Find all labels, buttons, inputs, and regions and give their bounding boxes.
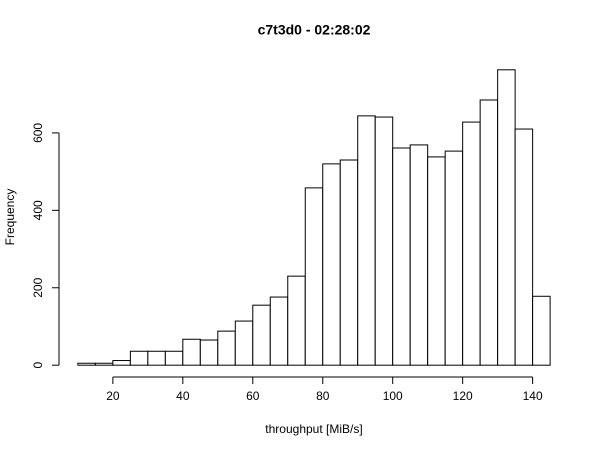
chart-title: c7t3d0 - 02:28:02 [258, 22, 371, 38]
bar [234, 320, 254, 366]
bar [252, 304, 271, 366]
bar [269, 296, 289, 366]
bar [164, 350, 184, 366]
bar [217, 330, 236, 366]
bar [427, 156, 446, 366]
bar [199, 339, 219, 366]
y-tick-label: 400 [31, 200, 45, 220]
bar [514, 128, 534, 366]
bar [304, 187, 324, 366]
x-tick-label: 20 [106, 389, 120, 403]
y-tick-label: 600 [31, 123, 45, 143]
bar [322, 163, 341, 366]
bar [374, 116, 394, 366]
bar [182, 338, 201, 366]
bar [462, 121, 481, 366]
bar [94, 362, 114, 366]
bar [112, 360, 131, 366]
bar [147, 350, 166, 366]
x-tick-label: 120 [453, 389, 473, 403]
bar [357, 115, 376, 366]
y-axis-label: Frequency [3, 189, 17, 246]
y-tick-label: 0 [31, 362, 45, 369]
bar [287, 275, 306, 366]
x-axis-label: throughput [MiB/s] [265, 422, 362, 436]
bar [532, 295, 551, 366]
x-tick-label: 140 [523, 389, 543, 403]
bar [497, 69, 516, 366]
bar [409, 144, 429, 366]
x-tick-label: 80 [316, 389, 330, 403]
bar [479, 99, 499, 366]
bar [77, 362, 96, 366]
x-tick-label: 40 [176, 389, 190, 403]
x-tick-label: 60 [246, 389, 260, 403]
bar [339, 159, 359, 366]
bar [392, 147, 411, 366]
x-tick-label: 100 [383, 389, 403, 403]
y-tick-label: 200 [31, 277, 45, 297]
bar [129, 350, 149, 366]
bar [444, 150, 464, 366]
